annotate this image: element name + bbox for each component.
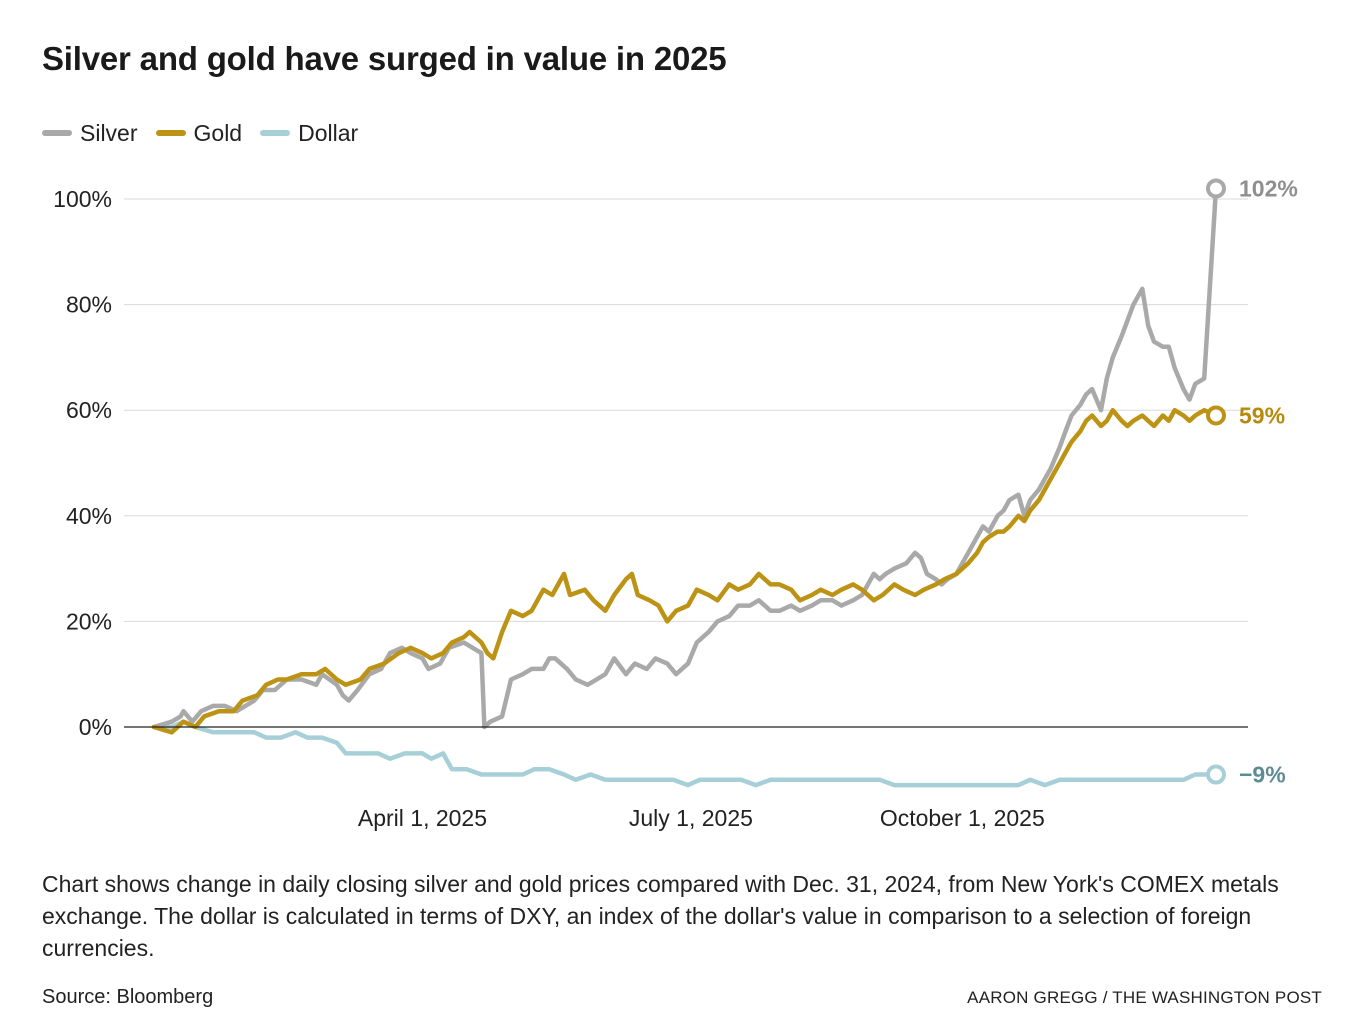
legend: Silver Gold Dollar [42, 118, 376, 148]
end-label-dollar: −9% [1239, 762, 1286, 788]
chart-note: Chart shows change in daily closing silv… [42, 871, 1279, 961]
legend-label-dollar: Dollar [298, 119, 359, 146]
series-line-gold [151, 407, 1219, 735]
legend-item-dollar: Dollar [260, 120, 358, 147]
legend-item-gold: Gold [155, 119, 243, 147]
y-tick-label: 80% [66, 292, 112, 318]
end-marker-dollar [1206, 764, 1226, 785]
y-tick-label: 60% [66, 397, 112, 423]
x-tick-label: July 1, 2025 [629, 805, 753, 831]
end-marker-gold [1206, 405, 1226, 426]
source-line: Source: Bloomberg [42, 986, 214, 1008]
end-marker-silver [1206, 178, 1226, 199]
end-label-silver: 102% [1239, 175, 1298, 201]
y-tick-label: 20% [66, 608, 112, 634]
line-chart: 0% 20% 40% 60% 80% 100% April 1, 2025 July 1, 2… [53, 175, 1298, 831]
series-line-silver [151, 186, 1219, 730]
legend-swatch-silver [42, 130, 72, 136]
legend-label-silver: Silver [80, 119, 138, 146]
y-tick-label: 0% [79, 714, 112, 740]
credit-line: AARON GREGG / THE WASHINGTON POST [967, 988, 1322, 1007]
x-tick-label: April 1, 2025 [358, 805, 487, 831]
legend-item-silver: Silver [42, 120, 138, 147]
legend-swatch-gold [155, 130, 186, 136]
series-line-dollar [151, 719, 1219, 788]
chart-title: Silver and gold have surged in value in … [42, 40, 727, 77]
end-label-gold: 59% [1239, 402, 1285, 428]
y-tick-label: 100% [53, 186, 112, 212]
legend-label-gold: Gold [193, 119, 243, 146]
x-tick-label: October 1, 2025 [880, 805, 1045, 831]
y-tick-label: 40% [66, 503, 112, 529]
legend-swatch-dollar [260, 130, 291, 136]
